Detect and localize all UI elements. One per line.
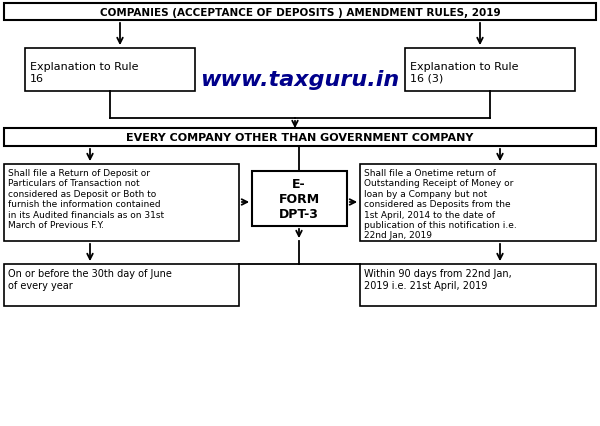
Text: Explanation to Rule
16 (3): Explanation to Rule 16 (3) [410, 62, 518, 83]
Bar [360, 164, 596, 242]
Bar [25, 49, 195, 92]
Bar [4, 129, 596, 147]
Bar [4, 164, 239, 242]
Text: Explanation to Rule
16: Explanation to Rule 16 [30, 62, 139, 83]
Text: EVERY COMPANY OTHER THAN GOVERNMENT COMPANY: EVERY COMPANY OTHER THAN GOVERNMENT COMP… [127, 132, 473, 143]
Text: Within 90 days from 22nd Jan,
2019 i.e. 21st April, 2019: Within 90 days from 22nd Jan, 2019 i.e. … [364, 268, 512, 290]
Text: E-
FORM
DPT-3: E- FORM DPT-3 [278, 178, 320, 221]
Text: Shall file a Onetime return of
Outstanding Receipt of Money or
loan by a Company: Shall file a Onetime return of Outstandi… [364, 169, 517, 240]
Text: Shall file a Return of Deposit or
Particulars of Transaction not
considered as D: Shall file a Return of Deposit or Partic… [8, 169, 164, 230]
Text: COMPANIES (ACCEPTANCE OF DEPOSITS ) AMENDMENT RULES, 2019: COMPANIES (ACCEPTANCE OF DEPOSITS ) AMEN… [100, 8, 500, 17]
Bar [252, 172, 347, 227]
Bar [4, 4, 596, 21]
Text: www.taxguru.in: www.taxguru.in [200, 70, 400, 90]
Bar [360, 265, 596, 306]
Bar [405, 49, 575, 92]
Bar [4, 265, 239, 306]
Text: On or before the 30th day of June
of every year: On or before the 30th day of June of eve… [8, 268, 172, 290]
